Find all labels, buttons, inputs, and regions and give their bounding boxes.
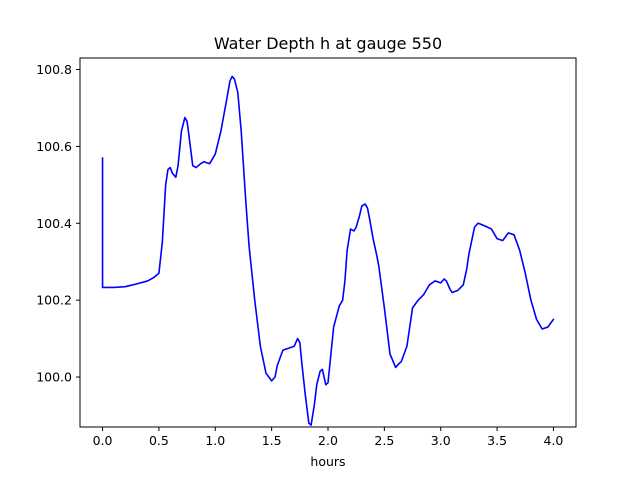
x-tick-label: 1.0 bbox=[205, 433, 225, 448]
y-tick-label: 100.4 bbox=[36, 216, 72, 231]
x-tick-label: 2.5 bbox=[374, 433, 394, 448]
y-tick-label: 100.2 bbox=[36, 293, 72, 308]
y-tick-label: 100.0 bbox=[36, 370, 72, 385]
x-tick-label: 0.0 bbox=[93, 433, 113, 448]
x-tick-label: 3.0 bbox=[431, 433, 451, 448]
x-tick-label: 4.0 bbox=[544, 433, 564, 448]
y-tick-label: 100.6 bbox=[36, 139, 72, 154]
chart-title: Water Depth h at gauge 550 bbox=[214, 34, 442, 53]
x-tick-label: 1.5 bbox=[262, 433, 282, 448]
x-axis-label: hours bbox=[310, 454, 345, 469]
x-tick-label: 0.5 bbox=[149, 433, 169, 448]
x-tick-label: 3.5 bbox=[487, 433, 507, 448]
y-axis: 100.0 100.2 100.4 100.6 100.8 bbox=[36, 62, 80, 385]
series-layer bbox=[101, 75, 555, 426]
y-tick-label: 100.8 bbox=[36, 62, 72, 77]
x-axis: 0.0 0.5 1.0 1.5 2.0 2.5 3.0 3.5 4.0 bbox=[93, 427, 564, 448]
x-tick-label: 2.0 bbox=[318, 433, 338, 448]
series-line-0 bbox=[101, 75, 555, 426]
plot-area-frame bbox=[79, 57, 577, 428]
